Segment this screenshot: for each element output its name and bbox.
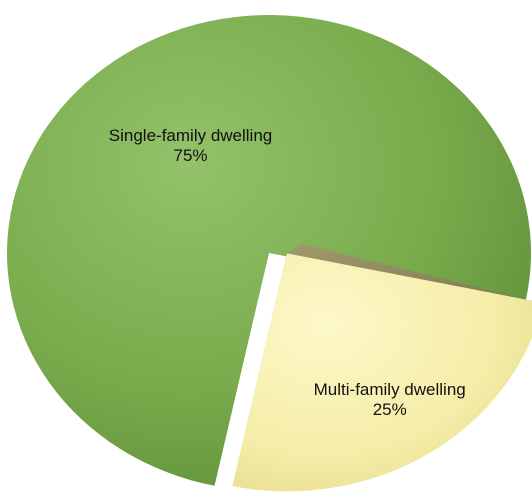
slice-label-name: Single-family dwelling <box>109 126 272 145</box>
slice-label-name: Multi-family dwelling <box>314 380 466 399</box>
slice-single-family <box>7 15 532 486</box>
slice-multi-family <box>232 253 532 492</box>
slice-label-value: 75% <box>174 146 208 165</box>
slice-multi-family-side-wall <box>286 243 532 302</box>
slice-label-value: 25% <box>373 400 407 419</box>
